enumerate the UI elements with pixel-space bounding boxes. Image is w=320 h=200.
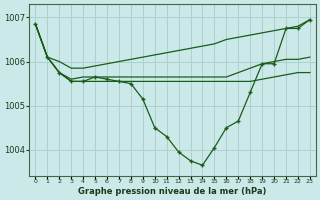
X-axis label: Graphe pression niveau de la mer (hPa): Graphe pression niveau de la mer (hPa) [78, 187, 267, 196]
